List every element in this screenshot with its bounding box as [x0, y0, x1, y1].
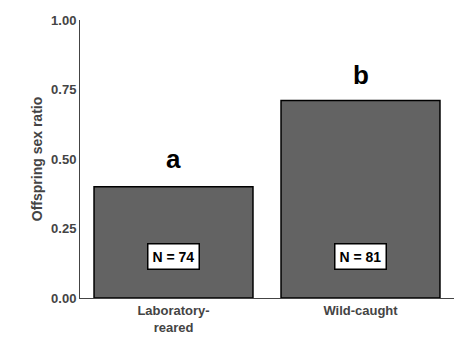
- svg-text:0.25: 0.25: [51, 221, 76, 236]
- svg-text:Laboratory-reared: Laboratory-reared: [137, 303, 209, 335]
- svg-text:0.75: 0.75: [51, 82, 76, 97]
- svg-text:N = 81: N = 81: [340, 249, 382, 265]
- svg-text:a: a: [166, 144, 181, 174]
- svg-text:1.00: 1.00: [51, 13, 76, 28]
- svg-text:Offspring sex ratio: Offspring sex ratio: [29, 97, 45, 221]
- svg-text:N = 74: N = 74: [153, 249, 195, 265]
- svg-text:Wild-caught: Wild-caught: [323, 303, 398, 318]
- svg-text:0.00: 0.00: [51, 291, 76, 306]
- svg-text:0.50: 0.50: [51, 152, 76, 167]
- svg-text:b: b: [353, 60, 369, 90]
